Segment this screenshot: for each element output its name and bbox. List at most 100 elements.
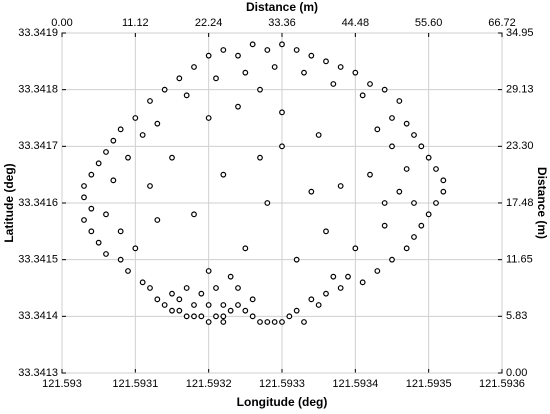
- point: [323, 290, 329, 297]
- y-axis-title: Latitude (deg): [2, 163, 16, 242]
- y-tick-label: 33.3419: [18, 27, 58, 39]
- y2-tick-label: 17.48: [506, 197, 534, 209]
- y2-axis-title: Distance (m): [535, 167, 549, 239]
- point: [367, 171, 373, 178]
- point: [308, 296, 315, 303]
- point: [323, 228, 329, 235]
- point: [359, 92, 366, 99]
- x-tick-label: 121.5932: [186, 378, 232, 390]
- point: [433, 166, 439, 172]
- point: [279, 109, 285, 116]
- point: [271, 319, 278, 325]
- point: [411, 200, 417, 206]
- point: [352, 69, 359, 76]
- point: [110, 177, 117, 184]
- point: [293, 256, 300, 263]
- point: [323, 58, 329, 65]
- y-tick-label: 33.3418: [18, 84, 58, 96]
- point: [425, 154, 432, 161]
- point: [279, 143, 285, 150]
- point: [191, 302, 197, 308]
- y-tick-label: 33.3416: [18, 197, 58, 209]
- point: [279, 41, 285, 48]
- point: [132, 245, 139, 252]
- point: [81, 194, 87, 201]
- y-tick-label: 33.3417: [18, 140, 58, 152]
- x2-tick-label: 66.72: [488, 17, 516, 29]
- point: [433, 200, 439, 206]
- point: [147, 285, 153, 291]
- point: [264, 200, 271, 206]
- point: [183, 92, 190, 99]
- point: [191, 64, 197, 70]
- point: [381, 200, 388, 206]
- y-tick-label: 33.3415: [18, 254, 58, 266]
- point: [154, 296, 161, 303]
- point: [418, 143, 425, 150]
- point: [374, 268, 381, 274]
- point: [191, 313, 197, 320]
- point: [198, 290, 205, 297]
- point: [191, 211, 197, 218]
- point: [147, 98, 153, 104]
- point: [161, 302, 168, 308]
- point: [81, 217, 87, 223]
- y2-tick-label: 0.00: [506, 367, 527, 379]
- point: [220, 171, 227, 178]
- point: [154, 217, 161, 223]
- point: [359, 279, 366, 286]
- point: [213, 75, 219, 82]
- x-tick-label: 121.5935: [406, 378, 452, 390]
- x-axis-title: Longitude (deg): [237, 395, 328, 409]
- point: [242, 245, 249, 252]
- point: [205, 115, 212, 121]
- point: [220, 302, 227, 308]
- point: [279, 319, 285, 325]
- y2-tick-label: 34.95: [506, 27, 534, 39]
- point: [293, 307, 300, 314]
- point: [220, 313, 227, 320]
- point: [139, 279, 146, 286]
- point: [249, 296, 256, 303]
- x2-tick-label: 11.12: [122, 17, 149, 29]
- point: [264, 47, 271, 53]
- point: [249, 313, 256, 320]
- point: [249, 41, 256, 48]
- point: [403, 166, 410, 172]
- point: [418, 222, 425, 229]
- point: [139, 132, 146, 138]
- point: [147, 183, 153, 189]
- point: [169, 290, 175, 297]
- point: [88, 205, 95, 212]
- point: [235, 285, 241, 291]
- point: [411, 132, 417, 138]
- x2-tick-label: 22.24: [195, 17, 223, 29]
- point: [301, 69, 307, 76]
- point: [103, 251, 109, 257]
- point: [169, 154, 175, 161]
- x-tick-label: 121.5934: [332, 378, 378, 390]
- point: [330, 81, 337, 87]
- point: [117, 256, 124, 263]
- point: [95, 239, 102, 246]
- x2-tick-label: 0.00: [51, 17, 72, 29]
- point: [117, 126, 124, 133]
- point: [95, 160, 102, 167]
- point: [308, 52, 315, 59]
- x2-tick-label: 44.48: [342, 17, 370, 29]
- point: [183, 313, 190, 320]
- point: [88, 171, 95, 178]
- point: [242, 307, 249, 314]
- point: [337, 285, 344, 291]
- point: [257, 319, 263, 325]
- point: [396, 98, 403, 104]
- point: [227, 307, 234, 314]
- point: [169, 307, 175, 314]
- point: [88, 228, 95, 235]
- point: [235, 103, 241, 110]
- point: [440, 188, 447, 195]
- x-tick-label: 121.5931: [112, 378, 158, 390]
- point: [183, 285, 190, 291]
- point: [271, 64, 278, 70]
